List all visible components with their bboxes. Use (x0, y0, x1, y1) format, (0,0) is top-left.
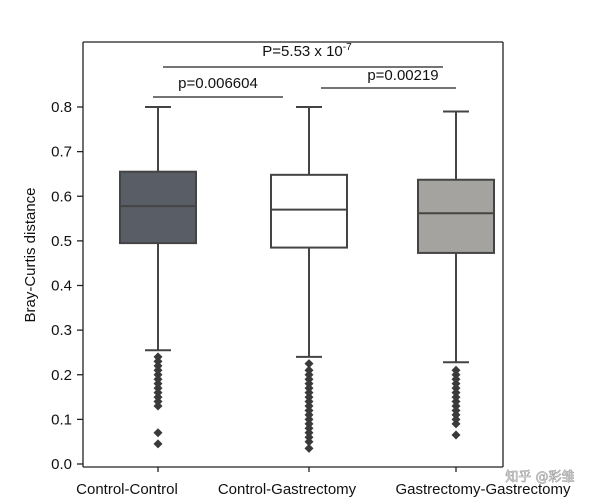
box (417, 178, 495, 254)
y-axis-label: Bray-Curtis distance (22, 187, 39, 322)
box-group (417, 110, 495, 440)
boxes (119, 106, 495, 453)
y-tick-label: 0.2 (51, 367, 72, 384)
watermark: 知乎 @彩雏 (505, 469, 574, 485)
y-tick-label: 0.3 (51, 322, 72, 339)
axes: 0.0 0.1 0.2 0.3 0.4 0.5 0.6 0.7 0.8 Control-Contr… (51, 41, 571, 498)
y-tick-label: 0.0 (51, 456, 72, 473)
y-tick-label: 0.1 (51, 411, 72, 428)
box-group (270, 106, 348, 453)
outlier-point (451, 419, 461, 429)
x-category-label: Control-Control (76, 481, 178, 498)
y-tick-label: 0.4 (51, 278, 72, 295)
p-value-label: p=0.00219 (367, 67, 438, 84)
outlier-point (304, 437, 314, 447)
significance-annotations: p=0.006604 p=0.00219 P=5.53 x 10-7 (153, 42, 456, 98)
y-tick-label: 0.6 (51, 188, 72, 205)
y-tick-label: 0.5 (51, 233, 72, 250)
p-value-label: P=5.53 x 10-7 (262, 42, 352, 60)
outlier-point (304, 359, 314, 369)
outlier-point (451, 430, 461, 440)
y-tick-label: 0.8 (51, 99, 72, 116)
x-category-label: Control-Gastrectomy (218, 481, 357, 498)
y-tick-label: 0.7 (51, 144, 72, 161)
x-category-label: Gastrectomy-Gastrectomy (395, 481, 571, 498)
p-value-label: p=0.006604 (178, 75, 258, 92)
box (119, 170, 197, 245)
box (270, 173, 348, 249)
outlier-point (153, 428, 163, 438)
outlier-point (153, 401, 163, 411)
outlier-point (153, 439, 163, 449)
box-group (119, 106, 197, 449)
outlier-point (304, 443, 314, 453)
